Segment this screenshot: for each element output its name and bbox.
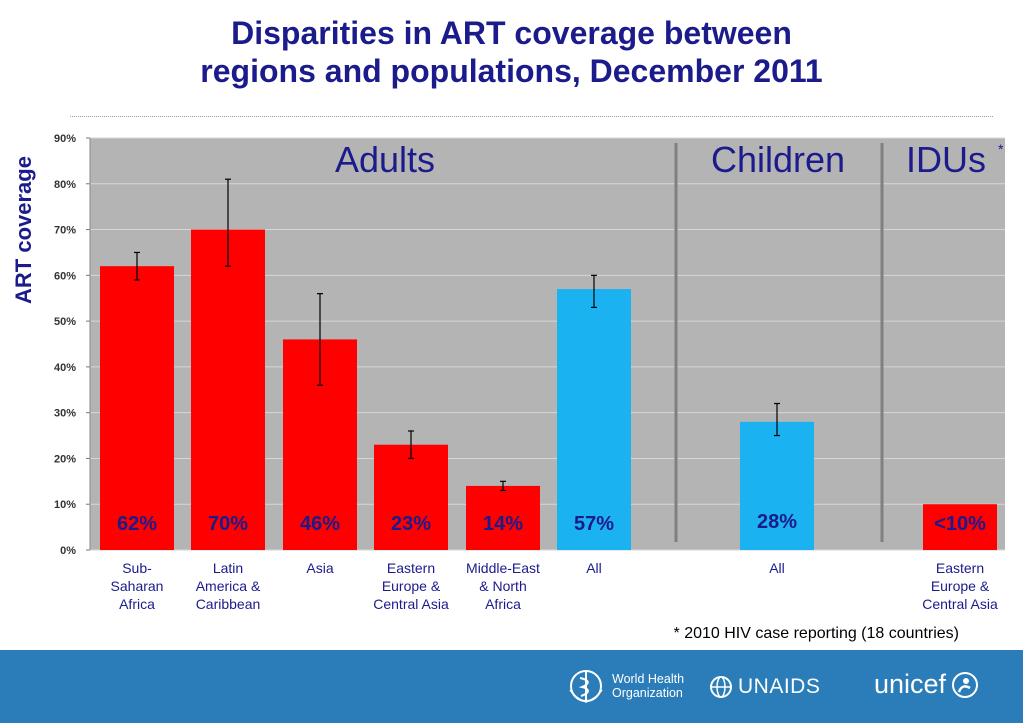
who-logo-line-1: World Health [612, 672, 685, 686]
y-tick-label: 60% [54, 270, 76, 282]
category-label: Middle-East [466, 560, 540, 576]
y-tick-label: 70% [54, 225, 76, 237]
y-tick-label: 30% [54, 408, 76, 420]
y-tick-label: 10% [54, 499, 76, 511]
bar [923, 504, 997, 550]
y-tick-label: 90% [54, 133, 76, 145]
y-tick-label: 0% [60, 545, 76, 557]
group-label: Children [711, 139, 845, 180]
data-label: 57% [574, 513, 614, 535]
art-coverage-chart: 0% 10% 20% 30% 40% 50% 60% 70% 80% 90% Adults Child… [54, 133, 1005, 612]
category-label: Africa [485, 596, 521, 612]
slide-title: Disparities in ART coverage between regi… [0, 14, 1023, 90]
category-label: Sub- [122, 560, 152, 576]
slide-title-line-1: Disparities in ART coverage between [231, 15, 792, 51]
category-label: Central Asia [922, 596, 998, 612]
bar [374, 444, 448, 550]
y-tick-label: 50% [54, 316, 76, 328]
group-label-superscript: * [998, 141, 1004, 157]
category-label: Central Asia [373, 596, 449, 612]
category-label: Latin [213, 560, 243, 576]
data-label: 70% [208, 513, 248, 535]
footnote: * 2010 HIV case reporting (18 countries) [673, 625, 959, 642]
bar [100, 266, 174, 550]
data-label: 23% [391, 513, 431, 535]
category-label: & North [479, 578, 526, 594]
category-label: Africa [119, 596, 155, 612]
footer-bar [0, 650, 1023, 723]
category-label: Eastern [936, 560, 984, 576]
category-label: Europe & [382, 578, 441, 594]
who-logo: World Health Organization [566, 666, 684, 706]
category-label: Eastern [387, 560, 435, 576]
y-tick-label: 80% [54, 179, 76, 191]
who-logo-text: World Health Organization [612, 672, 684, 700]
category-label: All [586, 560, 602, 576]
y-tick-label: 40% [54, 362, 76, 374]
category-label: Europe & [931, 578, 990, 594]
group-label: IDUs [906, 139, 986, 180]
title-divider [70, 116, 993, 117]
category-label: Asia [306, 560, 333, 576]
who-logo-line-2: Organization [612, 686, 683, 700]
bar [191, 229, 265, 551]
slide-title-line-2: regions and populations, December 2011 [200, 53, 823, 89]
data-label: <10% [934, 513, 986, 535]
unicef-logo-text: unicef [874, 669, 947, 699]
y-tick-label: 20% [54, 453, 76, 465]
category-label: Saharan [111, 578, 164, 594]
data-label: 14% [483, 513, 523, 535]
bar [557, 289, 631, 550]
category-label: America & [196, 578, 261, 594]
group-label: Adults [335, 139, 435, 180]
unaids-logo: UNAIDS [708, 674, 820, 700]
data-label: 46% [300, 513, 340, 535]
data-label: 62% [117, 513, 157, 535]
who-emblem-icon [569, 670, 603, 703]
bar [740, 421, 814, 550]
category-label: Caribbean [196, 596, 261, 612]
unicef-logo: unicef [874, 669, 980, 700]
unaids-logo-text: UNAIDS [738, 675, 821, 698]
category-label: All [769, 560, 785, 576]
data-label: 28% [757, 511, 797, 533]
bar [466, 485, 540, 550]
unicef-emblem-icon [952, 671, 979, 698]
unaids-emblem-icon [710, 676, 732, 698]
